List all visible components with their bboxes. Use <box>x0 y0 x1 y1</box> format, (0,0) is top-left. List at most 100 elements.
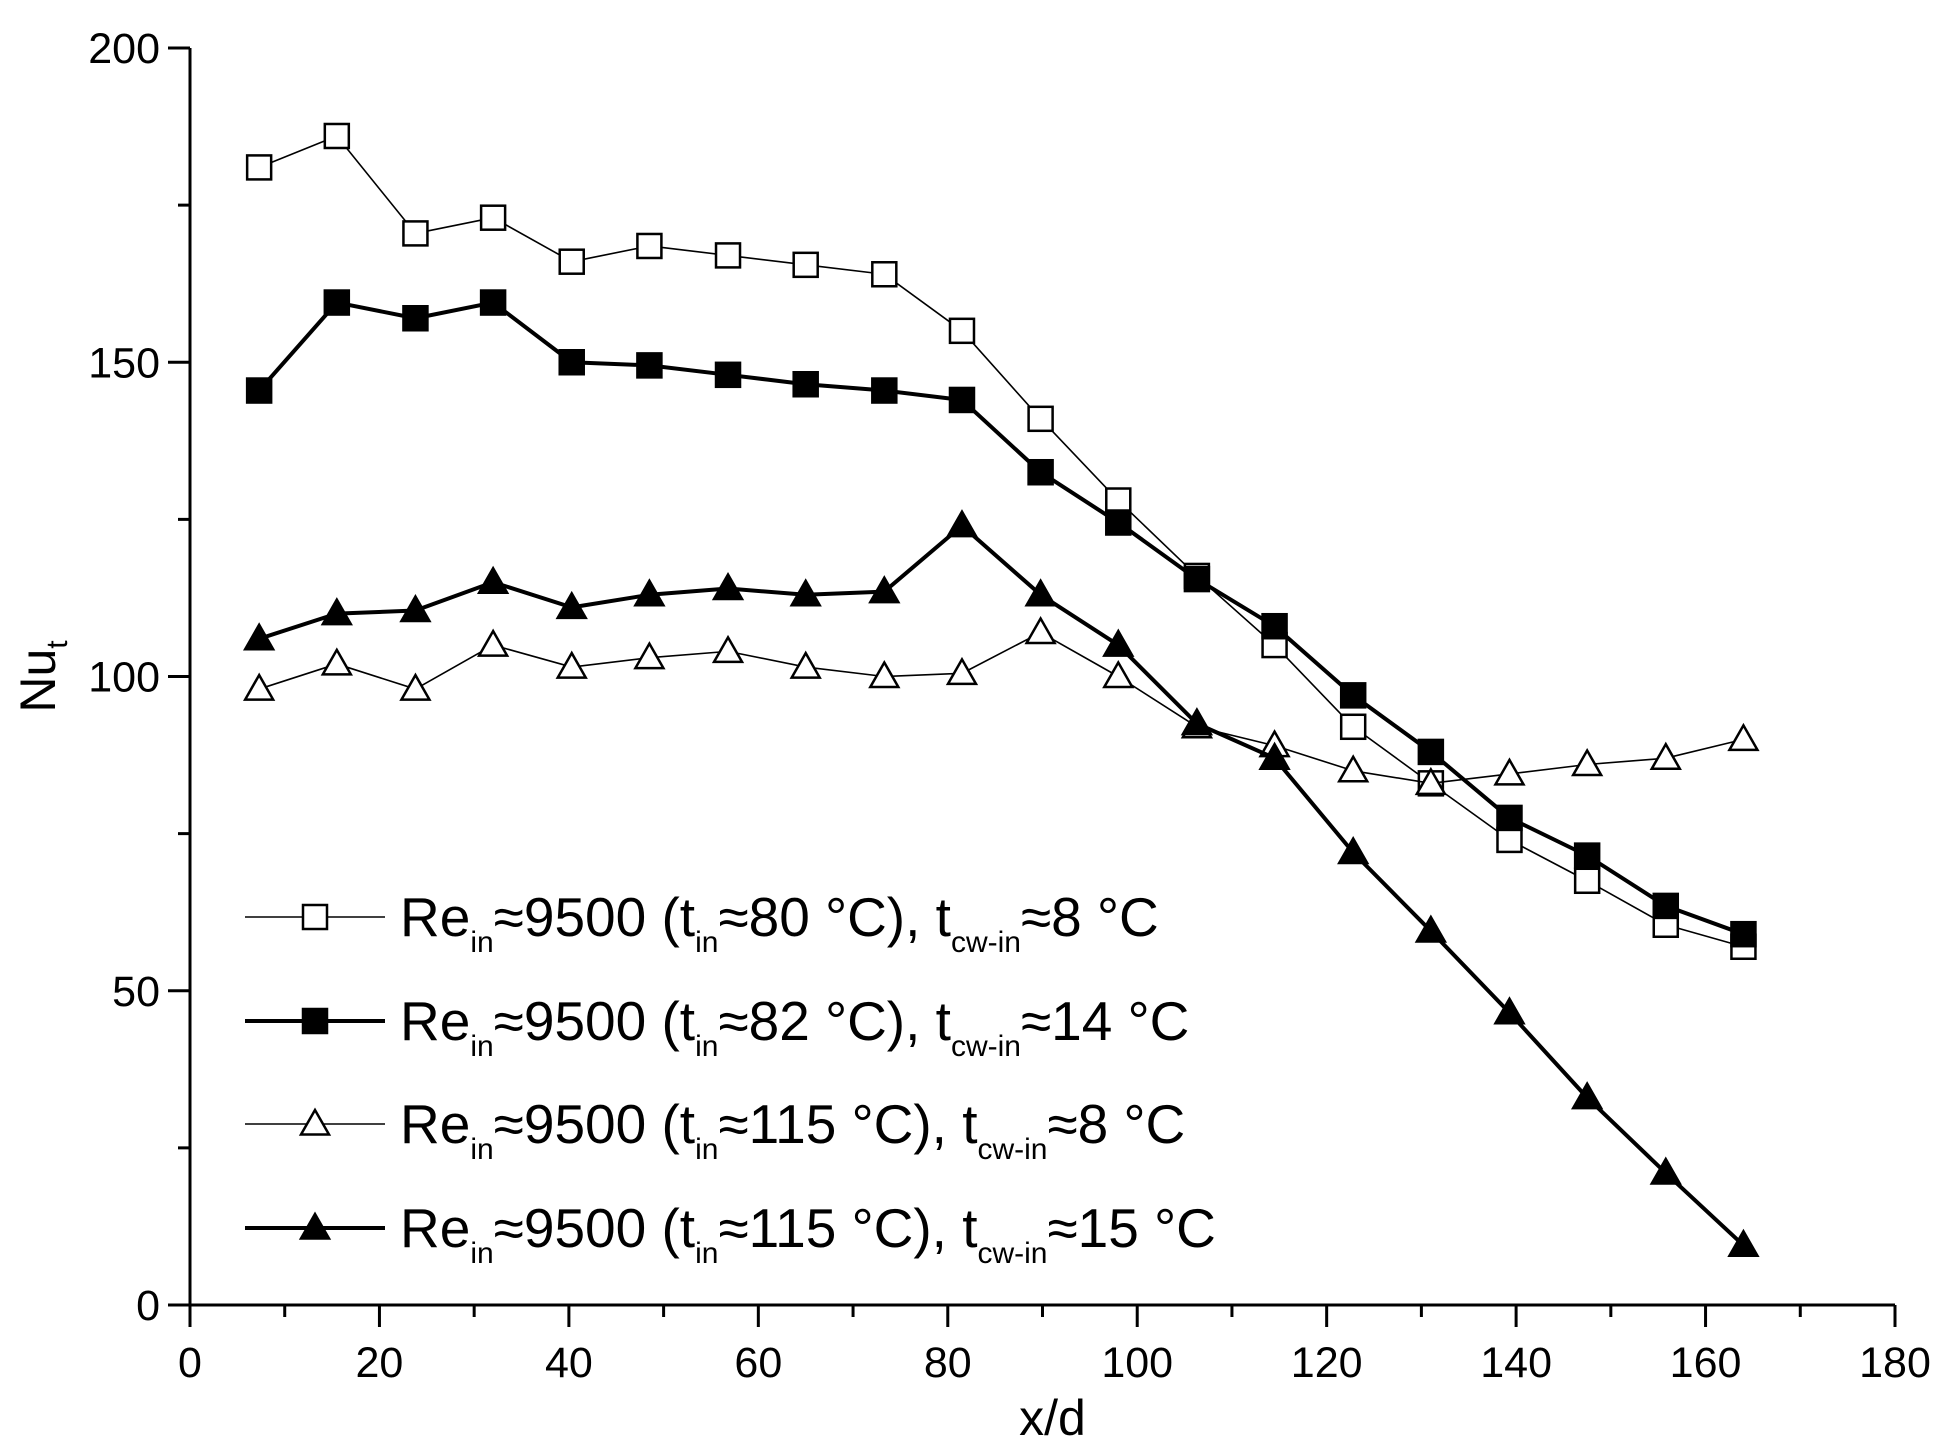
data-point <box>245 377 273 404</box>
legend-label-subscript: in <box>695 1237 718 1270</box>
data-point <box>1337 835 1370 865</box>
data-point <box>1105 509 1132 536</box>
legend-label-part: Re <box>400 990 470 1052</box>
data-point <box>558 248 585 275</box>
legend-label-part: ≈82 °C), t <box>718 990 951 1052</box>
legend-label: Rein≈9500 (tin≈115 °C), tcw-in≈8 °C <box>400 1093 1185 1166</box>
data-point <box>479 289 507 316</box>
legend-label-part: ≈15 °C <box>1048 1197 1216 1259</box>
data-point <box>945 509 979 538</box>
data-point <box>871 377 898 404</box>
series-line <box>258 523 1745 1247</box>
x-tick-label: 140 <box>1480 1339 1552 1387</box>
legend-label-subscript: cw-in <box>951 1030 1021 1063</box>
y-axis-title-base: Nu <box>10 649 66 713</box>
x-axis-title: x/d <box>1019 1390 1086 1446</box>
data-point <box>1180 707 1214 736</box>
data-point <box>1417 738 1445 766</box>
data-point <box>711 571 745 601</box>
legend-label-part: Re <box>400 886 470 948</box>
legend-item-4: Rein≈9500 (tin≈115 °C), tcw-in≈15 °C <box>245 1197 1216 1270</box>
y-tick-label: 200 <box>88 25 160 73</box>
data-point <box>1649 1156 1682 1185</box>
legend-item-2: Rein≈9500 (tin≈82 °C), tcw-in≈14 °C <box>245 990 1189 1063</box>
legend-label: Rein≈9500 (tin≈82 °C), tcw-in≈14 °C <box>400 990 1189 1063</box>
x-tick-label: 100 <box>1101 1339 1173 1387</box>
data-point <box>1183 565 1211 593</box>
data-point <box>636 232 663 260</box>
data-point <box>1573 867 1601 895</box>
y-tick-label: 50 <box>112 968 160 1016</box>
x-tick-label: 80 <box>924 1339 972 1387</box>
legend-label-subscript: in <box>470 926 493 959</box>
y-axis-title: Nut <box>10 640 74 713</box>
axes: 0 20 40 60 80 100 120 140 160 180 0 50 100 150 200 x/d N… <box>10 25 1931 1446</box>
x-tick-label: 160 <box>1670 1339 1742 1387</box>
data-point <box>1414 766 1448 796</box>
data-point <box>945 656 979 686</box>
data-point <box>711 634 745 664</box>
data-point <box>714 242 742 269</box>
data-point <box>476 565 510 594</box>
x-tick-label: 120 <box>1291 1339 1363 1387</box>
data-point <box>789 578 822 607</box>
data-point <box>633 578 666 607</box>
legend-marker <box>298 1211 332 1240</box>
legend-label-subscript: in <box>695 926 718 959</box>
legend-label-part: ≈8 °C <box>1021 886 1159 948</box>
legend-marker <box>301 903 329 931</box>
legend-label-part: ≈9500 (t <box>494 990 695 1052</box>
data-point <box>1027 405 1054 433</box>
data-point <box>242 672 276 701</box>
y-tick-label: 100 <box>88 654 160 702</box>
series-1 <box>245 122 1757 961</box>
data-point <box>1027 458 1054 486</box>
data-point <box>402 305 429 332</box>
data-point <box>242 622 276 651</box>
legend-label-part: ≈115 °C), t <box>718 1197 977 1259</box>
legend-label-part: ≈80 °C), t <box>718 886 951 948</box>
data-point <box>1727 722 1760 752</box>
data-point <box>633 641 666 670</box>
data-point <box>871 261 898 288</box>
y-tick-label: 0 <box>136 1282 160 1330</box>
x-tick-label: 180 <box>1859 1339 1931 1387</box>
data-point <box>323 122 351 150</box>
legend-label-part: Re <box>400 1197 470 1259</box>
legend-label-subscript: in <box>470 1030 493 1063</box>
legend-label-subscript: in <box>470 1133 493 1166</box>
legend-label-subscript: cw-in <box>977 1133 1047 1166</box>
data-point <box>792 251 819 279</box>
y-tick-label: 150 <box>88 339 160 387</box>
data-point <box>245 154 273 181</box>
data-point <box>1496 804 1523 832</box>
data-point <box>1493 996 1526 1025</box>
data-point <box>1261 612 1288 640</box>
data-point <box>323 289 351 316</box>
data-point <box>948 317 976 345</box>
data-point <box>320 647 353 676</box>
data-point <box>868 575 901 604</box>
series-4 <box>242 509 1760 1258</box>
data-point <box>1730 920 1757 948</box>
legend-label-part: ≈115 °C), t <box>718 1093 977 1155</box>
data-point <box>1652 892 1680 920</box>
legend-marker <box>298 1107 332 1136</box>
y-axis-title-sub: t <box>41 640 74 649</box>
data-point <box>1496 826 1523 854</box>
data-point <box>1414 914 1448 943</box>
x-tick-label: 20 <box>356 1339 404 1387</box>
data-point <box>636 352 663 379</box>
legend: Rein≈9500 (tin≈80 °C), tcw-in≈8 °CRein≈9… <box>245 886 1216 1270</box>
series-3 <box>242 615 1760 796</box>
data-point <box>1258 741 1291 770</box>
data-point <box>1337 754 1370 783</box>
x-tick-label: 0 <box>178 1339 202 1387</box>
data-point <box>1727 1228 1760 1258</box>
data-point <box>479 204 507 231</box>
data-point <box>948 386 976 414</box>
legend-label-part: ≈14 °C <box>1021 990 1189 1052</box>
legend-label-subscript: in <box>695 1133 718 1166</box>
x-tick-label: 40 <box>545 1339 593 1387</box>
